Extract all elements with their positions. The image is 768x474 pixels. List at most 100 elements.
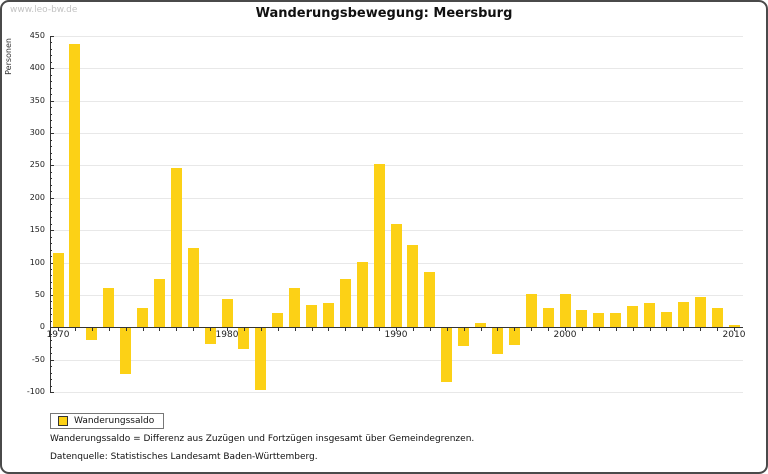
x-tick-label: 2000 (553, 330, 577, 341)
bar-1979[interactable] (204, 328, 216, 344)
bar-2007[interactable] (677, 302, 689, 328)
bar-1973[interactable] (103, 288, 115, 328)
y-tick (50, 100, 54, 102)
y-tick-label: 150 (29, 225, 45, 235)
gridline (50, 165, 743, 167)
bar-2000[interactable] (559, 293, 571, 328)
bar-1980[interactable] (221, 299, 233, 328)
y-minor-tick (50, 210, 52, 212)
x-axis-line (50, 327, 743, 329)
y-minor-tick (50, 307, 52, 309)
x-tick (615, 328, 617, 332)
bar-1997[interactable] (508, 328, 520, 346)
bar-2002[interactable] (593, 313, 605, 328)
bar-1972[interactable] (86, 328, 98, 340)
bar-1996[interactable] (491, 328, 503, 354)
y-minor-tick (50, 107, 52, 109)
y-minor-tick (50, 139, 52, 141)
y-minor-tick (50, 346, 52, 348)
bar-1984[interactable] (289, 288, 301, 328)
x-tick (514, 328, 516, 332)
bar-1978[interactable] (187, 248, 199, 328)
y-tick (50, 36, 54, 37)
x-tick (227, 328, 228, 332)
bar-2001[interactable] (576, 310, 588, 328)
bar-2003[interactable] (610, 313, 622, 328)
bar-1990[interactable] (390, 223, 402, 328)
watermark: www.leo-bw.de (10, 5, 78, 15)
y-axis-line (50, 36, 51, 392)
y-tick-label: 0 (39, 322, 45, 332)
bar-1998[interactable] (525, 293, 537, 328)
gridline (50, 68, 743, 70)
bar-1986[interactable] (322, 303, 334, 328)
bar-1977[interactable] (170, 168, 182, 328)
y-minor-tick (50, 120, 52, 122)
gridline (50, 197, 743, 199)
bar-1985[interactable] (306, 305, 317, 328)
x-tick (311, 328, 313, 332)
bar-1993[interactable] (441, 328, 453, 382)
y-minor-tick (50, 256, 52, 258)
y-minor-tick (50, 48, 52, 50)
bar-1971[interactable] (69, 44, 81, 328)
bar-2004[interactable] (627, 305, 639, 328)
y-minor-tick (50, 372, 52, 374)
legend[interactable]: Wanderungssaldo (50, 413, 165, 429)
x-tick (74, 328, 76, 332)
y-tick-label: 250 (29, 160, 45, 170)
y-tick (50, 392, 54, 393)
x-tick (666, 328, 668, 332)
y-tick (50, 165, 54, 167)
y-minor-tick (50, 340, 52, 342)
plot-area: 450 400 350 300 250 200 150 100 50 0 -50 -100 1970 19… (27, 32, 746, 396)
x-tick (345, 328, 347, 332)
x-tick-label: 1990 (384, 330, 408, 341)
x-tick (429, 328, 431, 332)
footnote-source: Datenquelle: Statistisches Landesamt Bad… (50, 452, 318, 462)
y-minor-tick (50, 81, 52, 83)
bar-1988[interactable] (356, 261, 368, 328)
x-tick (480, 328, 482, 332)
y-tick-label: 50 (34, 289, 45, 299)
x-tick (362, 328, 364, 332)
bar-1983[interactable] (272, 313, 284, 328)
bar-1991[interactable] (407, 245, 419, 328)
x-tick (565, 328, 566, 332)
bar-2005[interactable] (644, 302, 655, 328)
bar-1987[interactable] (339, 279, 351, 328)
bar-1999[interactable] (542, 307, 554, 328)
y-minor-tick (50, 178, 52, 180)
y-tick-label: 400 (29, 63, 45, 73)
x-tick-label: 2010 (722, 330, 746, 341)
x-tick (649, 328, 651, 332)
x-tick (193, 328, 195, 332)
x-tick (446, 328, 448, 332)
bar-1994[interactable] (458, 328, 470, 346)
bar-2009[interactable] (711, 307, 723, 328)
bar-1975[interactable] (137, 307, 148, 328)
x-tick (176, 328, 178, 332)
bar-1974[interactable] (120, 328, 132, 375)
bar-2006[interactable] (660, 312, 672, 328)
bar-1982[interactable] (255, 328, 267, 390)
y-minor-tick (50, 288, 52, 290)
x-tick (277, 328, 279, 332)
y-minor-tick (50, 217, 52, 219)
bar-1989[interactable] (373, 163, 385, 328)
bar-1970[interactable] (52, 252, 64, 328)
bar-2010[interactable] (728, 325, 740, 328)
bar-1976[interactable] (153, 278, 165, 328)
bar-1992[interactable] (424, 271, 436, 328)
x-tick (125, 328, 127, 332)
bar-2008[interactable] (694, 296, 706, 328)
y-tick (50, 133, 54, 135)
gridline (50, 36, 743, 37)
y-tick-label: 200 (29, 192, 45, 202)
y-minor-tick (50, 366, 52, 368)
x-tick (91, 328, 93, 332)
y-tick-label: 350 (29, 95, 45, 105)
bar-1981[interactable] (238, 328, 250, 349)
bar-1995[interactable] (475, 322, 486, 328)
